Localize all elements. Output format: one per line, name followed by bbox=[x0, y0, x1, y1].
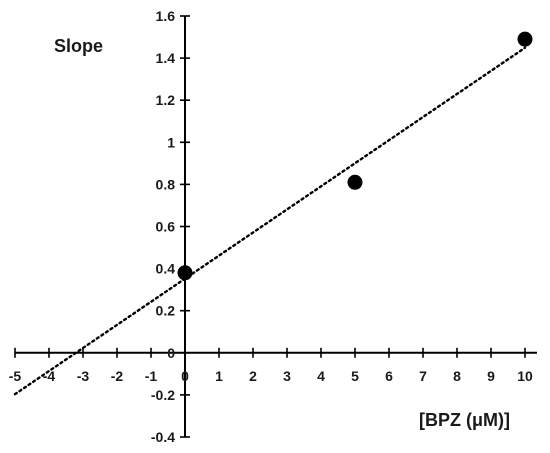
tick-labels: -5 -4 -3 -2 -1 0 1 2 3 4 5 6 7 8 9 10 -0.4 -0.2 0 0.2 0.4 0.6… bbox=[9, 8, 533, 445]
x-tick-label: 0 bbox=[181, 368, 189, 384]
x-tick-label: -4 bbox=[43, 368, 56, 384]
y-tick-label: 0.4 bbox=[156, 261, 176, 277]
y-tick-label: 0.2 bbox=[156, 303, 176, 319]
y-tick-label: 1 bbox=[167, 134, 175, 150]
x-tick-label: 1 bbox=[215, 368, 223, 384]
x-tick-label: -2 bbox=[111, 368, 124, 384]
x-tick-label: 10 bbox=[517, 368, 533, 384]
x-tick-label: 4 bbox=[317, 368, 325, 384]
data-point bbox=[177, 265, 193, 281]
x-tick-label: 5 bbox=[351, 368, 359, 384]
x-tick-label: 6 bbox=[385, 368, 393, 384]
y-tick-label: 1.4 bbox=[156, 50, 176, 66]
x-tick-label: -1 bbox=[145, 368, 158, 384]
y-tick-label: -0.4 bbox=[151, 429, 175, 445]
x-tick-label: 9 bbox=[487, 368, 495, 384]
data-point bbox=[517, 31, 533, 47]
x-tick-label: 8 bbox=[453, 368, 461, 384]
x-tick-label: 3 bbox=[283, 368, 291, 384]
y-tick-label: 0 bbox=[167, 345, 175, 361]
x-tick-label: 2 bbox=[249, 368, 257, 384]
y-tick-label: 0.8 bbox=[156, 176, 176, 192]
data-point bbox=[347, 174, 363, 190]
y-tick-label: 0.6 bbox=[156, 219, 176, 235]
x-tick-label: 7 bbox=[419, 368, 427, 384]
x-axis-title: [BPZ (μM)] bbox=[419, 410, 510, 430]
ticks bbox=[14, 15, 526, 438]
trendline-group bbox=[13, 46, 527, 396]
x-tick-label: -3 bbox=[77, 368, 90, 384]
y-tick-label: 1.6 bbox=[156, 8, 176, 24]
y-axis-title: Slope bbox=[54, 36, 103, 56]
x-tick-label: -5 bbox=[9, 368, 22, 384]
data-points bbox=[177, 31, 533, 281]
y-tick-label: 1.2 bbox=[156, 92, 176, 108]
y-tick-label: -0.2 bbox=[151, 387, 175, 403]
trendline bbox=[13, 46, 527, 396]
